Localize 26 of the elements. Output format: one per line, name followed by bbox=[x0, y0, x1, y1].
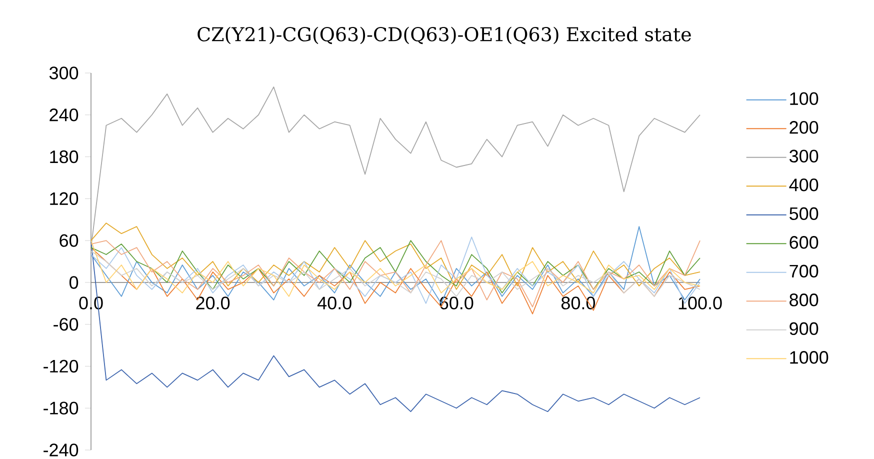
legend-label: 600 bbox=[790, 236, 818, 249]
y-tick-label: -120 bbox=[44, 360, 78, 373]
x-tick-label: 100.0 bbox=[678, 296, 722, 310]
legend-label: 300 bbox=[790, 150, 818, 163]
y-tick-label: 0 bbox=[69, 276, 78, 289]
y-tick-label: 120 bbox=[50, 192, 78, 206]
y-tick-label: 300 bbox=[49, 66, 78, 80]
legend-label: 400 bbox=[789, 178, 818, 192]
legend-label: 100 bbox=[790, 92, 818, 106]
chart-title: CZ(Y21)-CG(Q63)-CD(Q63)-OE1(Q63) Excited state bbox=[198, 26, 691, 44]
legend-label: 500 bbox=[790, 207, 818, 220]
line-series bbox=[90, 222, 700, 290]
legend-label: 200 bbox=[790, 121, 818, 134]
legend-label: 900 bbox=[790, 322, 818, 336]
x-tick-label: 40.0 bbox=[317, 296, 352, 310]
legend-label: 800 bbox=[790, 294, 818, 306]
x-tick-label: 20.0 bbox=[196, 296, 230, 310]
y-tick-label: 60 bbox=[60, 234, 78, 247]
y-tick-label: -60 bbox=[54, 318, 78, 331]
y-tick-label: 240 bbox=[50, 108, 78, 122]
legend-label: 1000 bbox=[790, 351, 828, 364]
legend-label: 700 bbox=[790, 264, 818, 278]
y-tick-label: 180 bbox=[50, 150, 78, 164]
y-tick-label: -180 bbox=[44, 402, 78, 414]
line-series bbox=[90, 86, 700, 248]
y-tick-label: -240 bbox=[44, 444, 78, 456]
